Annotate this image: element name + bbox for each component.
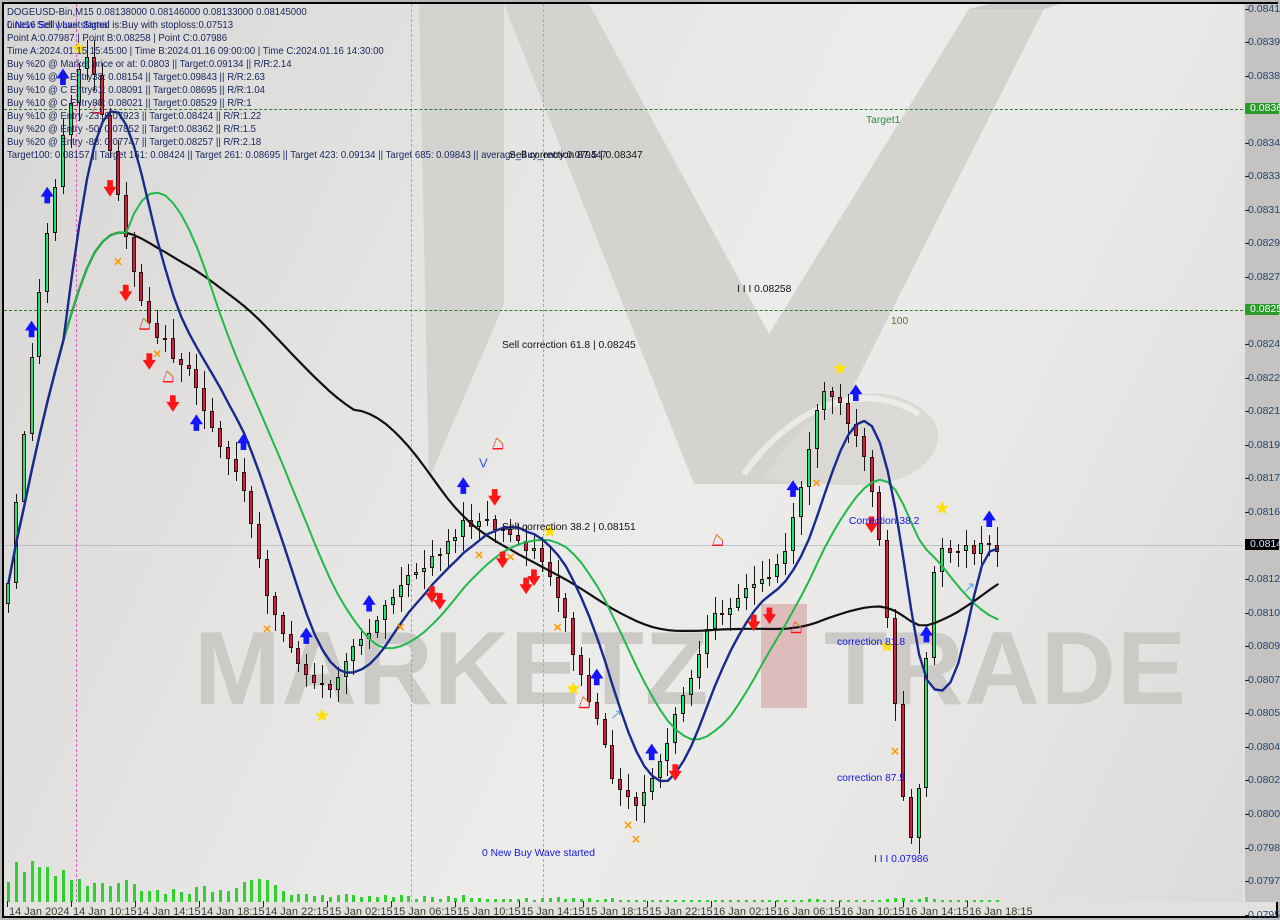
svg-text:MARKETZ: MARKETZ [194, 611, 709, 727]
svg-text:TRADE: TRADE [824, 611, 1187, 727]
